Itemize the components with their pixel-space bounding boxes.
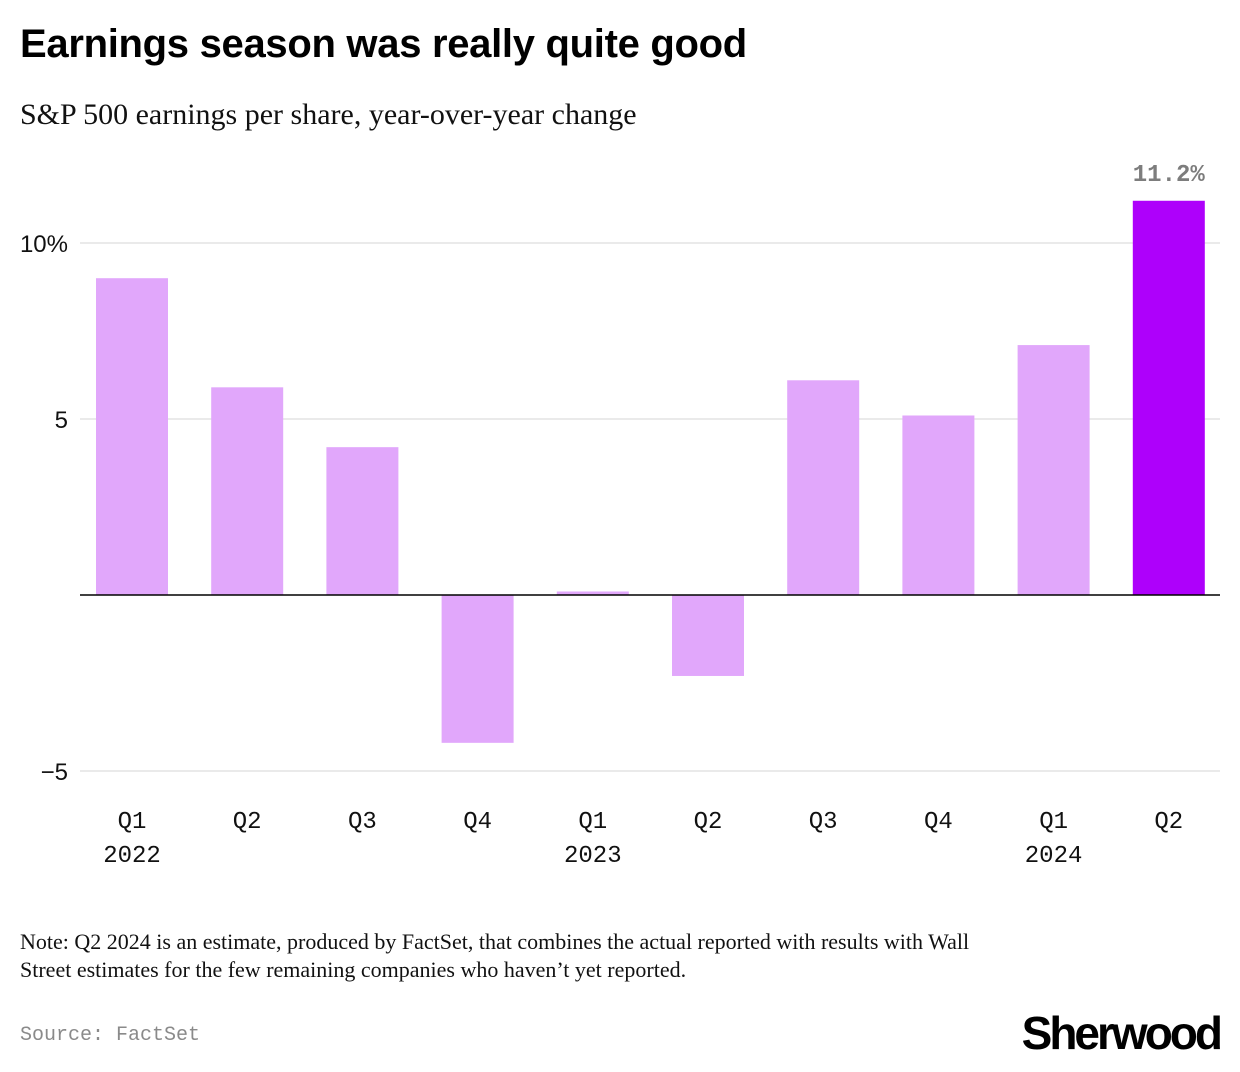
chart-source: Source: FactSet: [20, 1024, 201, 1047]
y-tick-label: 10%: [20, 231, 68, 258]
x-tick-label: Q3: [348, 809, 377, 836]
x-tick-label: Q3: [809, 809, 838, 836]
x-tick-label: Q2: [694, 809, 723, 836]
x-tick-label: Q2: [233, 809, 262, 836]
x-tick-label: Q4: [463, 809, 492, 836]
chart-title: Earnings season was really quite good: [20, 22, 747, 66]
x-year-label: 2022: [103, 843, 161, 870]
bar: [1017, 345, 1090, 595]
bar-chart: 10% 5 −5 Q1 2022 Q2 Q3 Q4 Q1 2023 Q2 Q3 Q4 Q1 2024 Q2 11…: [20, 162, 1220, 870]
x-tick-label: Q1: [1039, 809, 1068, 836]
x-tick-label: Q1: [118, 809, 147, 836]
x-year-label: 2024: [1025, 843, 1083, 870]
chart-subtitle: S&P 500 earnings per share, year-over-ye…: [20, 98, 637, 131]
x-year-label: 2023: [564, 843, 622, 870]
bar: [1132, 200, 1205, 595]
chart-note: Note: Q2 2024 is an estimate, produced b…: [20, 929, 970, 982]
data-label: 11.2%: [1133, 162, 1206, 189]
y-tick-label: −5: [41, 759, 68, 786]
sherwood-logo: Sherwood: [1021, 1007, 1223, 1059]
bar: [902, 415, 975, 595]
bar: [326, 447, 399, 595]
x-tick-label: Q2: [1154, 809, 1183, 836]
bar: [96, 278, 168, 595]
bar: [441, 595, 514, 743]
bar: [556, 591, 629, 595]
y-tick-label: 5: [55, 407, 68, 434]
x-tick-label: Q4: [924, 809, 953, 836]
bar: [672, 595, 744, 676]
bar: [211, 387, 284, 595]
x-tick-label: Q1: [578, 809, 607, 836]
bar: [787, 380, 860, 595]
